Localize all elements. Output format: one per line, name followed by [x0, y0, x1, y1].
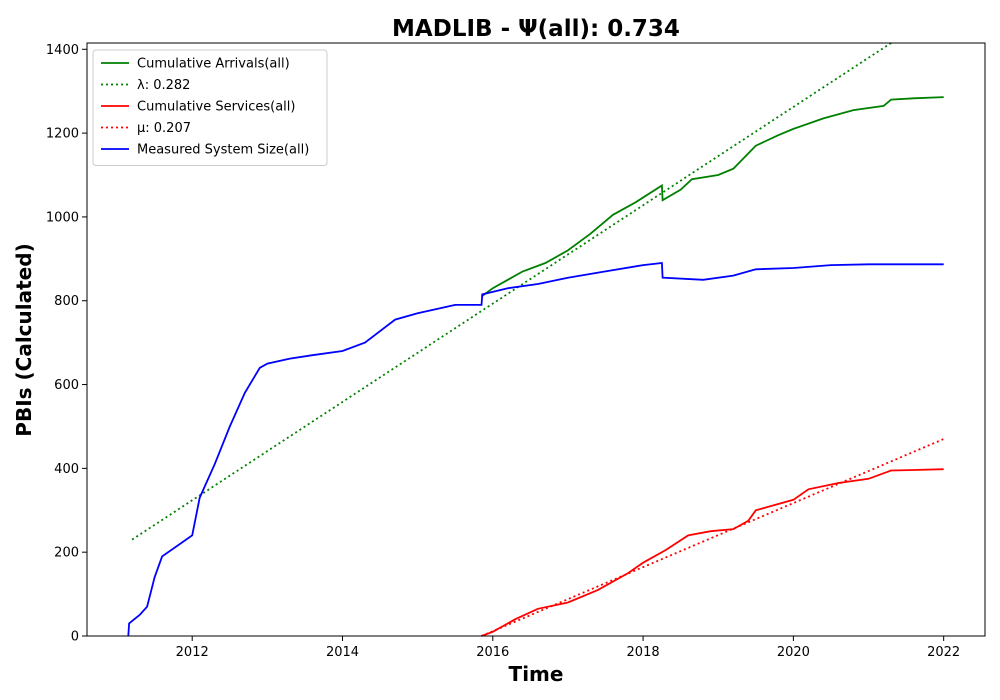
legend-label-cumulative-services-all: Cumulative Services(all) — [137, 100, 295, 115]
y-axis-title: PBIs (Calculated) — [12, 243, 36, 436]
series-line-cumulative-arrivals-all — [480, 96, 944, 298]
x-tick-label: 2022 — [927, 645, 960, 660]
x-tick-label: 2016 — [476, 645, 509, 660]
y-tick-label: 1200 — [46, 127, 79, 142]
chart-title: MADLIB - Ψ(all): 0.734 — [392, 16, 680, 42]
y-axis: 0 200 400 600 800 1000 1200 1400 — [46, 43, 87, 645]
x-axis-title: Time — [509, 662, 564, 686]
x-tick-label: 2018 — [627, 645, 660, 660]
y-tick-label: 0 — [71, 630, 79, 645]
y-tick-label: 1400 — [46, 43, 79, 58]
plot-frame — [86, 42, 986, 637]
legend-box — [92, 49, 328, 166]
series-line-0-207 — [481, 438, 945, 637]
x-tick-label: 2012 — [176, 645, 209, 660]
y-tick-label: 200 — [54, 546, 79, 561]
x-axis: 2012 2014 2016 2018 2020 2022 — [176, 636, 960, 660]
y-tick-label: 400 — [54, 462, 79, 477]
series-layer — [127, 42, 945, 637]
legend-label-0-282: λ: 0.282 — [137, 78, 190, 93]
legend-label-measured-system-size-all: Measured System Size(all) — [137, 143, 309, 158]
legend: Cumulative Arrivals(all) λ: 0.282 Cumulati… — [92, 49, 328, 166]
series-line-0-282 — [131, 42, 892, 541]
y-tick-label: 600 — [54, 378, 79, 393]
series-line-measured-system-size-all — [127, 261, 944, 637]
y-tick-label: 1000 — [46, 210, 79, 225]
x-tick-label: 2014 — [326, 645, 359, 660]
series-line-cumulative-services-all — [481, 468, 944, 637]
y-tick-label: 800 — [54, 294, 79, 309]
legend-label-cumulative-arrivals-all: Cumulative Arrivals(all) — [137, 57, 290, 72]
legend-label-0-207: μ: 0.207 — [137, 121, 191, 136]
x-tick-label: 2020 — [777, 645, 810, 660]
